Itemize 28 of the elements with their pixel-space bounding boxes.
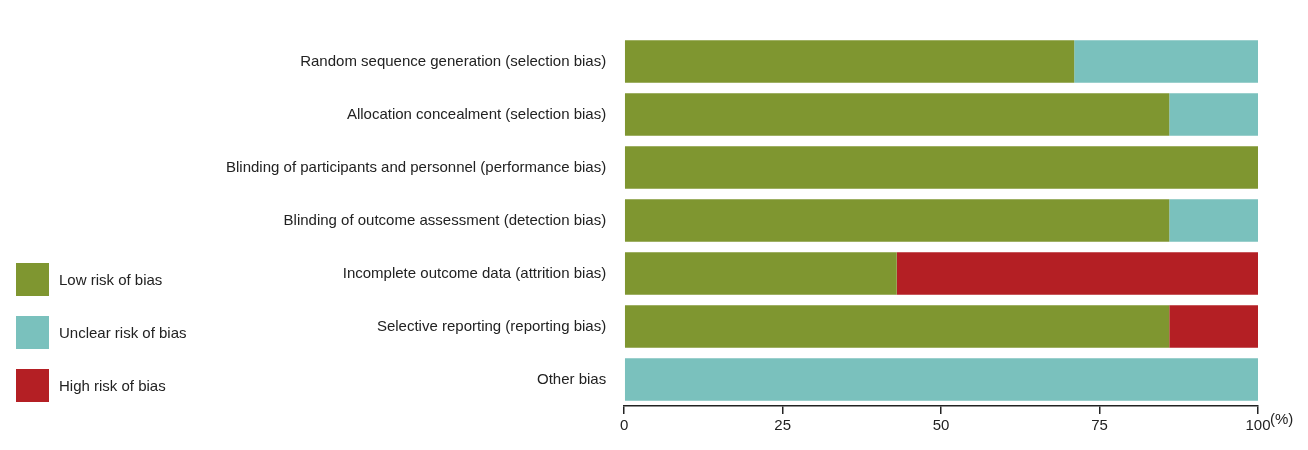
y-tick-label: Random sequence generation (selection bias) (300, 51, 607, 69)
legend-label: High risk of bias (59, 377, 166, 394)
y-tick-label: Incomplete outcome data (attrition bias) (342, 263, 607, 281)
bar (624, 305, 1170, 348)
bar (1169, 199, 1258, 242)
bar (624, 146, 1258, 189)
legend-label: Low risk of bias (59, 271, 163, 288)
legend-label: Unclear risk of bias (59, 324, 187, 341)
bar (1074, 40, 1258, 83)
x-tick-label: 25 (774, 416, 791, 434)
x-tick-label: 50 (932, 416, 950, 434)
bar (624, 93, 1170, 136)
y-tick-label: Blinding of participants and personnel (performance bias) (226, 157, 607, 175)
bar (624, 40, 1075, 83)
bar (1169, 305, 1258, 348)
y-tick-label: Selective reporting (reporting bias) (376, 316, 607, 334)
bar (624, 252, 897, 295)
x-axis-title: (%) (1270, 409, 1294, 427)
y-tick-label: Other bias (537, 369, 607, 387)
x-tick-label: 75 (1091, 416, 1108, 434)
bar (624, 358, 1258, 401)
bar (896, 252, 1258, 295)
x-tick-label: 0 (620, 416, 629, 434)
y-tick-label: Blinding of outcome assessment (detection bias) (283, 210, 607, 228)
y-tick-label: Allocation concealment (selection bias) (346, 104, 607, 122)
x-tick-label: 100 (1245, 416, 1271, 434)
bar (1169, 93, 1258, 136)
bar (624, 199, 1170, 242)
